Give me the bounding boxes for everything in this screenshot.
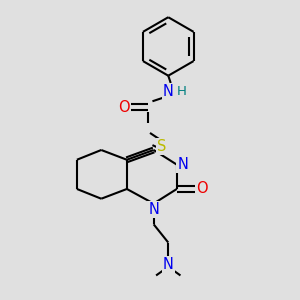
Text: N: N bbox=[178, 157, 188, 172]
Text: N: N bbox=[163, 84, 174, 99]
Text: N: N bbox=[163, 257, 174, 272]
Text: O: O bbox=[118, 100, 130, 115]
Text: H: H bbox=[177, 85, 187, 98]
Text: S: S bbox=[158, 139, 167, 154]
Text: O: O bbox=[196, 182, 208, 196]
Text: N: N bbox=[148, 202, 159, 217]
